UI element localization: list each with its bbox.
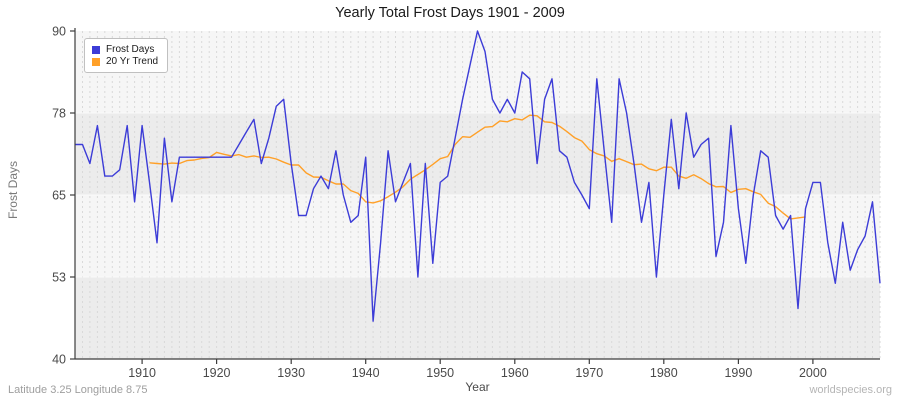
- axes: [74, 28, 880, 360]
- svg-text:40: 40: [52, 353, 66, 367]
- svg-text:1930: 1930: [277, 366, 305, 380]
- y-tick-labels: 40 53 65 78 90: [52, 25, 75, 367]
- x-tick-labels: 1910 1920 1930 1940 1950 1960 1970 1980 1990 2000: [128, 359, 827, 380]
- svg-text:2000: 2000: [799, 366, 827, 380]
- legend-label-trend: 20 Yr Trend: [106, 56, 159, 67]
- legend-item-frost-days: Frost Days: [92, 44, 158, 55]
- legend: Frost Days 20 Yr Trend: [84, 38, 169, 73]
- svg-text:1920: 1920: [203, 366, 231, 380]
- svg-text:53: 53: [52, 271, 66, 285]
- svg-text:1940: 1940: [352, 366, 380, 380]
- svg-text:1960: 1960: [501, 366, 529, 380]
- horizontal-gridlines: [75, 112, 880, 278]
- chart-title: Yearly Total Frost Days 1901 - 2009: [335, 5, 565, 21]
- svg-text:1990: 1990: [724, 366, 752, 380]
- frost-days-swatch-icon: [92, 45, 100, 54]
- legend-label-frost-days: Frost Days: [106, 44, 155, 55]
- legend-item-trend: 20 Yr Trend: [92, 56, 158, 67]
- svg-text:78: 78: [52, 107, 66, 121]
- svg-text:1910: 1910: [128, 366, 156, 380]
- svg-text:1950: 1950: [426, 366, 454, 380]
- coordinates-caption: Latitude 3.25 Longitude 8.75: [8, 384, 148, 396]
- watermark: worldspecies.org: [809, 384, 892, 396]
- svg-text:1980: 1980: [650, 366, 678, 380]
- y-axis-label: Frost Days: [6, 161, 20, 220]
- svg-text:65: 65: [52, 189, 66, 203]
- svg-text:1970: 1970: [575, 366, 603, 380]
- frost-days-line: [75, 30, 881, 322]
- trend-line: [149, 114, 806, 220]
- trend-swatch-icon: [92, 57, 100, 66]
- svg-text:90: 90: [52, 25, 66, 39]
- x-axis-label: Year: [465, 380, 490, 394]
